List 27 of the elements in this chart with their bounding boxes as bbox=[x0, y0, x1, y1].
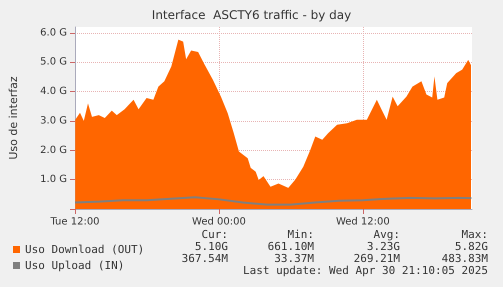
text: 5.10G bbox=[194, 240, 228, 253]
text: Max: bbox=[462, 228, 488, 241]
text: 367.54M bbox=[182, 252, 228, 265]
x-tick-label: Wed 00:00 bbox=[192, 216, 246, 228]
y-tick-label: 3.0 G bbox=[40, 115, 67, 126]
chart-title: Interface ASCTY6 traffic - by day bbox=[152, 8, 352, 22]
y-tick-label: 5.0 G bbox=[40, 56, 67, 68]
y-tick-label: 4.0 G bbox=[40, 86, 67, 98]
y-tick-label: 1.0 G bbox=[40, 174, 67, 186]
text: Min: bbox=[288, 228, 314, 241]
y-tick-label: 2.0 G bbox=[40, 144, 67, 156]
legend-label: Uso Upload (IN) bbox=[25, 259, 124, 272]
line-series bbox=[74, 196, 472, 206]
text: 5.82G bbox=[454, 240, 488, 253]
text: Last update: Wed Apr 30 21:10:05 2025 bbox=[242, 264, 488, 277]
x-tick-label: Tue 12:00 bbox=[49, 216, 100, 228]
text: 3.23G bbox=[366, 240, 400, 253]
text: 269.21M bbox=[354, 252, 400, 265]
text: Avg: bbox=[374, 228, 400, 241]
text: 33.37M bbox=[274, 252, 314, 265]
text: 483.83M bbox=[442, 252, 488, 265]
text: Cur: bbox=[202, 228, 228, 241]
y-axis-title: Uso de interfaz bbox=[7, 76, 20, 160]
text: 661.10M bbox=[268, 240, 314, 253]
legend-label: Uso Download (OUT) bbox=[25, 243, 144, 256]
y-tick-label: 6.0 G bbox=[40, 27, 67, 38]
x-tick-label: Wed 12:00 bbox=[336, 216, 390, 228]
